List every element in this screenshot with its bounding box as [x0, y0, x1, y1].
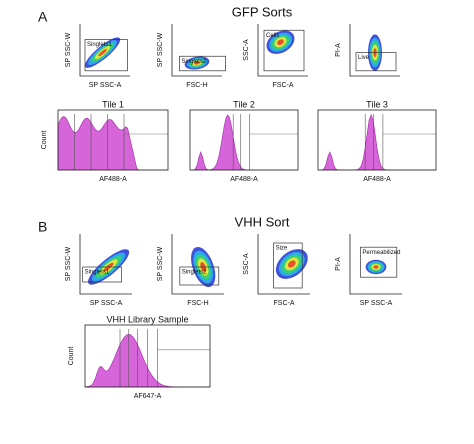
dot-plot: Live PI-A [335, 24, 400, 77]
x-axis-label: AF488-A [363, 176, 391, 183]
gate [179, 266, 220, 286]
axes [79, 24, 130, 77]
gate [273, 242, 303, 289]
plot-frame [189, 109, 299, 171]
histogram: VHH Library Sample Count AF647-A [68, 314, 211, 400]
dot-plot: Permeabilized PI-A SP SSC-A [335, 234, 402, 307]
x-axis-label: FSC-A [273, 82, 294, 89]
dot-plot: Size SSC-A FSC-A [243, 234, 310, 307]
dot-plot: Singlets1 SP SSC-W SP SSC-A [65, 24, 130, 89]
panel-title: VHH Sort [235, 214, 290, 229]
x-axis-label: FSC-A [274, 300, 295, 307]
gate-label: Singlets1 [87, 42, 112, 48]
x-axis-label: AF647-A [134, 393, 162, 400]
y-axis-label: SP SSC-W [157, 32, 164, 67]
gate-label: Singlets2 [182, 270, 207, 276]
gate-label: Size [276, 246, 288, 252]
axes [257, 24, 308, 77]
histogram: Tile 1 Count AF488-A [41, 99, 169, 183]
y-axis-label: PI-A [335, 43, 342, 57]
panel-letter: B [38, 219, 47, 235]
gate [360, 246, 398, 278]
gate [179, 55, 226, 72]
gate [82, 266, 122, 283]
dot-plot: Cells SSC-A FSC-A [243, 24, 308, 89]
histogram-fill [190, 114, 298, 171]
x-axis-label: AF488-A [99, 176, 127, 183]
histogram: Tile 3 AF488-A [317, 99, 437, 183]
histogram-title: Tile 3 [366, 99, 388, 109]
histogram: Tile 2 AF488-A [189, 99, 299, 183]
y-axis-label: SP SSC-W [65, 246, 72, 281]
y-axis-label: SP SSC-W [65, 32, 72, 67]
x-axis-label: AF488-A [230, 176, 258, 183]
axes [79, 234, 132, 295]
gate-label: Permeabilized [362, 250, 400, 256]
gate-label: Cells [266, 33, 279, 39]
axes [171, 24, 222, 77]
y-axis-label: SSC-A [243, 253, 250, 275]
density-blob [277, 39, 284, 46]
plot-frame [84, 324, 211, 388]
gate-label: Singlets1 [85, 270, 110, 276]
plot-frame [57, 109, 169, 171]
y-axis-label: Count [41, 131, 48, 150]
histogram-fill [318, 113, 436, 171]
y-axis-label: PI-A [335, 257, 342, 271]
gate-label: Live [358, 55, 370, 61]
panel-title: GFP Sorts [232, 4, 293, 19]
plot-frame [317, 109, 437, 171]
density-blob [194, 61, 200, 65]
gate-label: Singlets2 [182, 59, 207, 65]
panel-letter: A [38, 9, 48, 25]
x-axis-label: FSC-H [187, 300, 208, 307]
axes [349, 24, 400, 77]
dot-plot: Singlets2 SP SSC-W FSC-H [157, 24, 226, 89]
axes [171, 234, 224, 295]
x-axis-label: FSC-H [186, 82, 207, 89]
gate [355, 52, 397, 72]
gate [84, 39, 128, 72]
y-axis-label: Count [68, 347, 75, 366]
dot-plot: Singlets2 SP SSC-W FSC-H [157, 234, 224, 307]
y-axis-label: SP SSC-W [157, 246, 164, 281]
histogram-title: Tile 1 [102, 99, 124, 109]
dot-plot: Singlets1 SP SSC-W SP SSC-A [65, 234, 132, 307]
x-axis-label: SP SSC-A [90, 300, 123, 307]
x-axis-label: SP SSC-A [360, 300, 393, 307]
density-blob [98, 48, 107, 57]
histogram-title: Tile 2 [233, 99, 255, 109]
gate [263, 29, 305, 72]
density-blob [287, 260, 296, 268]
x-axis-label: SP SSC-A [89, 82, 122, 89]
axes [257, 234, 310, 295]
axes [349, 234, 402, 295]
histogram-title: VHH Library Sample [106, 314, 188, 324]
density-blob [373, 265, 379, 269]
y-axis-label: SSC-A [243, 39, 250, 61]
